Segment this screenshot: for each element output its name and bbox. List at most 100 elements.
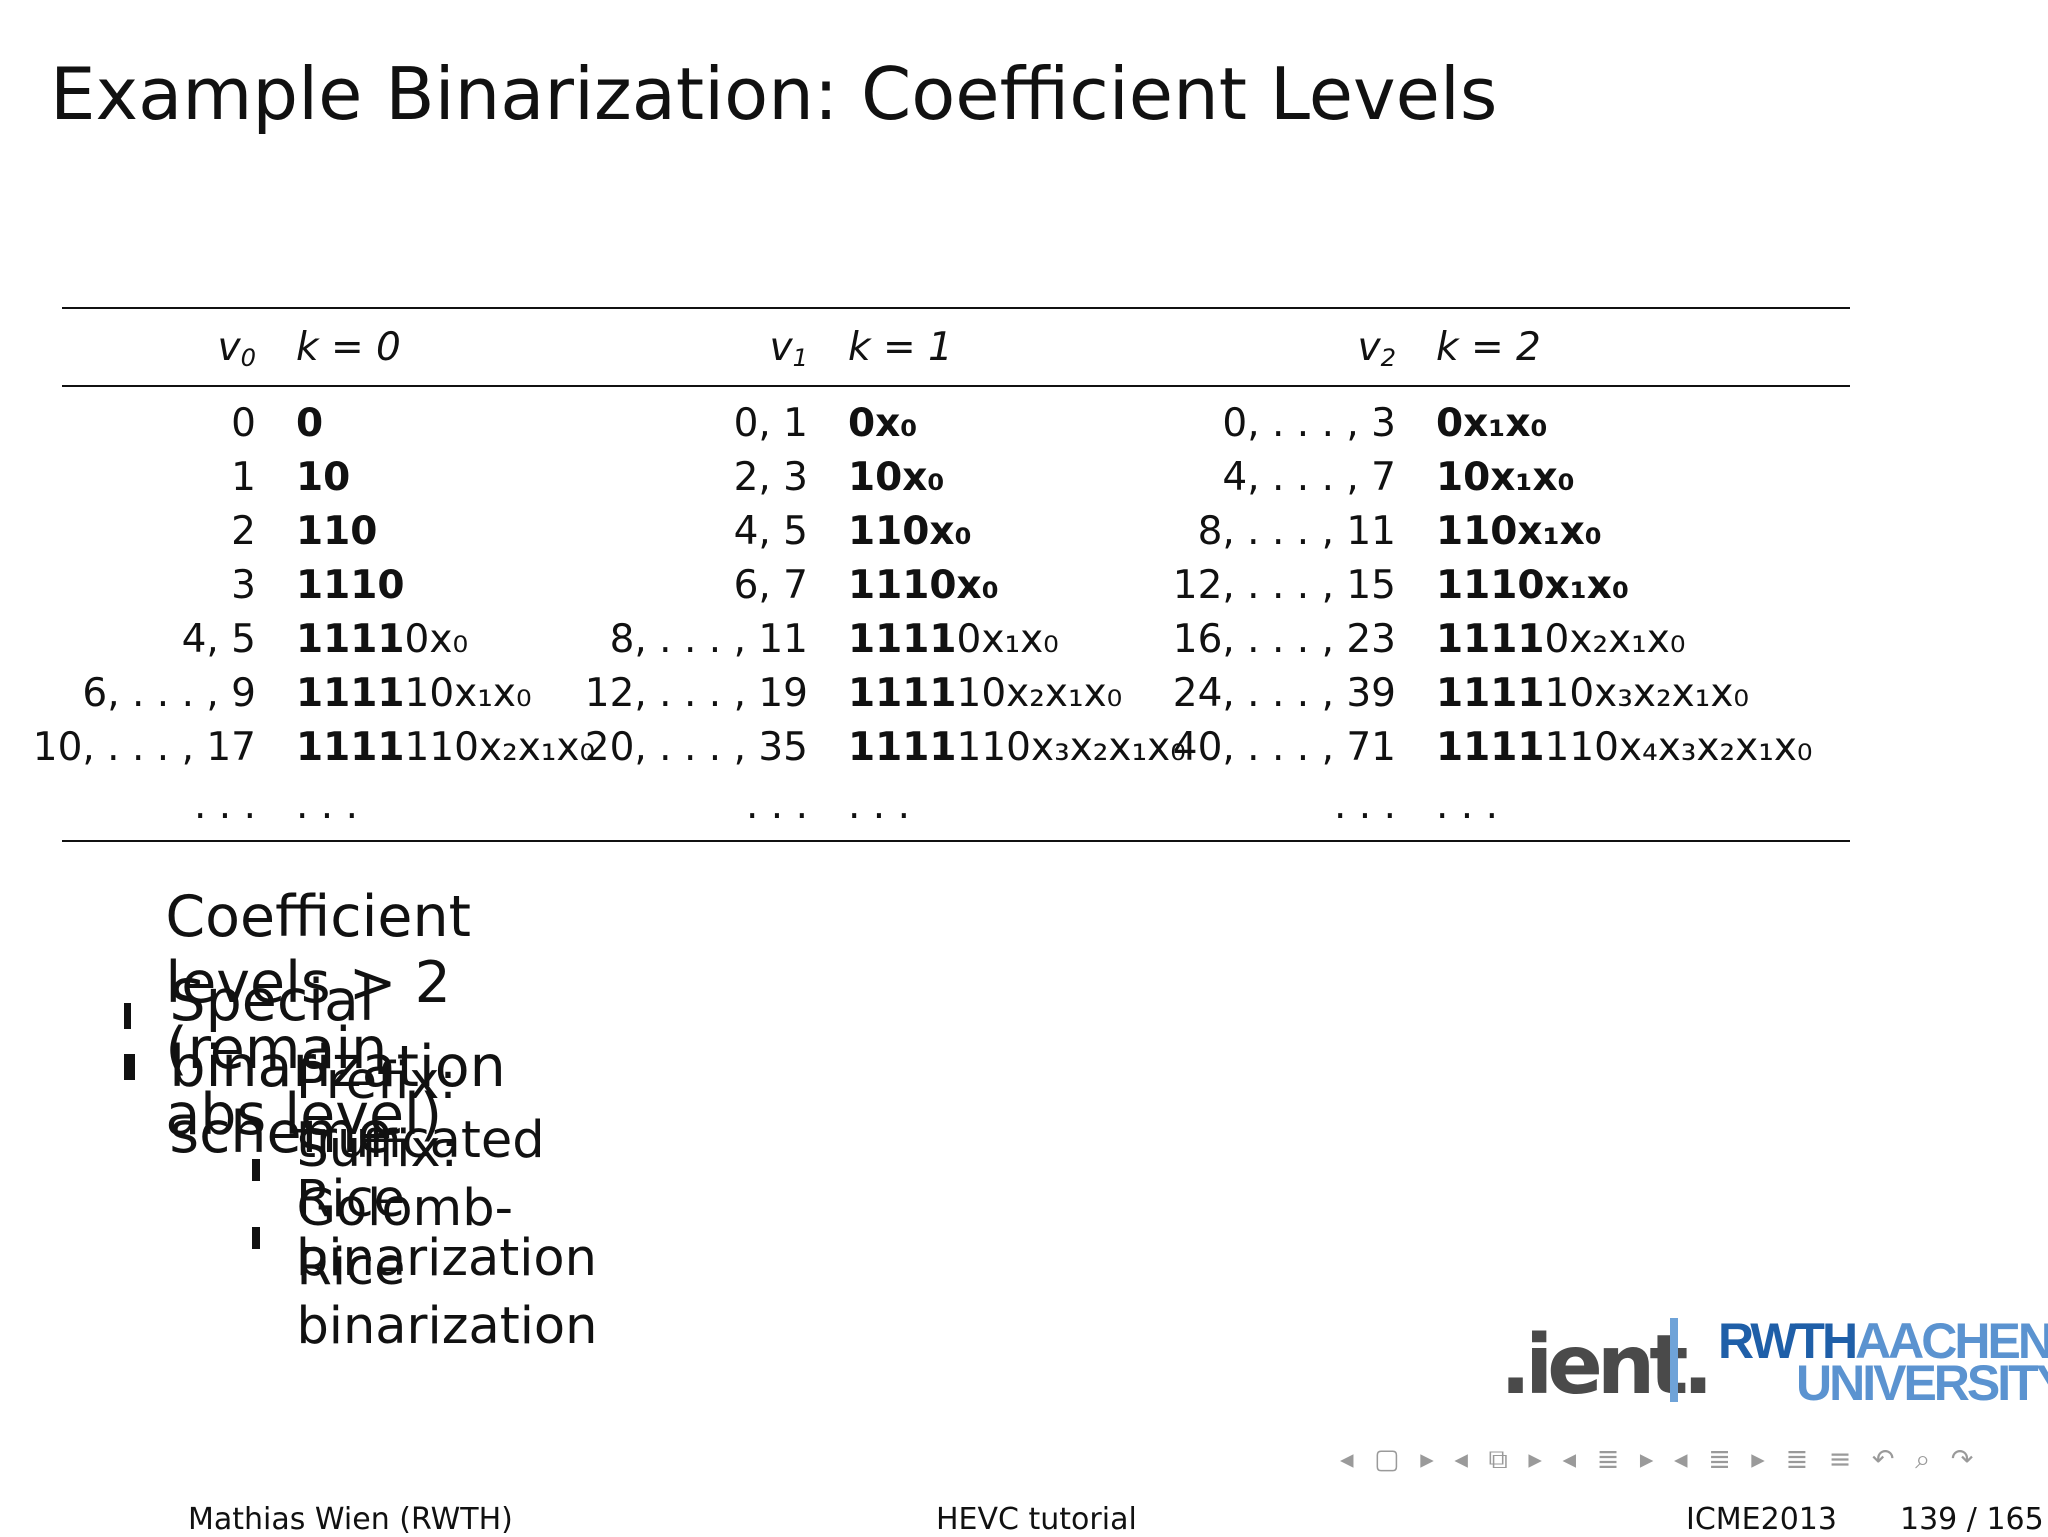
table-cell-code: . . . xyxy=(848,786,910,825)
bullet-text: Special binarization scheme xyxy=(169,968,506,1166)
rwth-logo-bold: RWTH xyxy=(1718,1313,1858,1369)
table-cell-value: . . . xyxy=(194,783,256,828)
code-suffix: 110x₂x₁x₀ xyxy=(404,725,596,770)
code-suffix: 10x₂x₁x₀ xyxy=(956,671,1123,716)
code-suffix: . . . xyxy=(848,783,910,828)
table-cell-code: 111110x₂x₁x₀ xyxy=(848,674,1122,713)
table-cell-value: 4, 5 xyxy=(181,617,256,662)
code-prefix-bold: 1111 xyxy=(848,617,957,662)
header-v-label: v2 xyxy=(1357,325,1396,373)
code-prefix-bold: 1111 xyxy=(296,725,405,770)
code-prefix-bold: 1110x₀ xyxy=(848,563,999,608)
bullet-item: Special binarization scheme xyxy=(124,968,520,1166)
table-cell-code: . . . xyxy=(296,786,358,825)
table-header-rule xyxy=(62,385,1850,387)
table-cell-value: 2 xyxy=(231,509,256,554)
rwth-logo-line1: RWTHAACHEN xyxy=(1718,1316,2048,1366)
sub-bullet-text: Prefix: truncated Rice binarization xyxy=(295,1052,597,1288)
code-prefix-bold: 1111 xyxy=(1436,725,1545,770)
header-v-label: v0 xyxy=(217,325,256,373)
bullet-square-icon xyxy=(252,1227,261,1249)
table-cell-value: 8, . . . , 11 xyxy=(609,617,808,662)
table-cell-code: 111110x₃x₂x₁x₀ xyxy=(1436,674,1749,713)
slide-title: Example Binarization: Coefficient Levels xyxy=(50,52,1498,136)
code-prefix-bold: 110 xyxy=(296,509,378,554)
code-prefix-bold: 10x₀ xyxy=(848,455,945,500)
code-prefix-bold: 1111 xyxy=(296,617,405,662)
table-cell-code: 11110x₂x₁x₀ xyxy=(1436,620,1686,659)
beamer-navigation-icons[interactable]: ◂ ▢ ▸ ◂ ⧉ ▸ ◂ ≣ ▸ ◂ ≣ ▸ ≣ ≡ ↶ ⌕ ↷ xyxy=(1340,1444,1980,1475)
header-v-label: v1 xyxy=(769,325,808,373)
code-prefix-bold: 10 xyxy=(296,455,351,500)
bullet-square-icon xyxy=(124,1054,136,1080)
header-v-symbol: v1 xyxy=(769,325,808,373)
code-prefix-bold: 1111 xyxy=(296,671,405,716)
table-cell-code: 110x₁x₀ xyxy=(1436,512,1602,551)
table-cell-value: 16, . . . , 23 xyxy=(1172,617,1396,662)
table-cell-code: . . . xyxy=(1436,786,1498,825)
table-cell-value: 1 xyxy=(231,455,256,500)
table-cell-code: 1110 xyxy=(296,566,405,605)
table-cell-code: 10x₀ xyxy=(848,458,945,497)
header-k-label: k = 1 xyxy=(848,325,953,370)
table-cell-code: 11110x₁x₀ xyxy=(848,620,1059,659)
table-cell-value: 4, . . . , 7 xyxy=(1222,455,1396,500)
footer-author: Mathias Wien (RWTH) xyxy=(188,1502,513,1537)
code-suffix: . . . xyxy=(296,783,358,828)
table-cell-code: 0x₀ xyxy=(848,404,917,443)
table-cell-code: 10x₁x₀ xyxy=(1436,458,1575,497)
code-suffix: 0x₁x₀ xyxy=(956,617,1059,662)
header-v-subscript: 1 xyxy=(792,344,808,373)
code-prefix-bold: 1111 xyxy=(848,725,957,770)
table-cell-code: 1111110x₄x₃x₂x₁x₀ xyxy=(1436,728,1813,767)
table-cell-code: 10 xyxy=(296,458,350,497)
header-v-symbol: v0 xyxy=(217,325,256,373)
code-suffix: 0x₀ xyxy=(404,617,469,662)
logo-divider xyxy=(1670,1318,1678,1402)
code-suffix: 0x₂x₁x₀ xyxy=(1544,617,1686,662)
table-cell-code: 1110x₁x₀ xyxy=(1436,566,1629,605)
table-cell-code: 110x₀ xyxy=(848,512,972,551)
sub-bullet-item: Suffix: Golomb-Rice binarization xyxy=(252,1120,611,1356)
table-cell-value: 20, . . . , 35 xyxy=(584,725,808,770)
rwth-logo-light: AACHEN xyxy=(1855,1313,2048,1369)
table-cell-code: 1110x₀ xyxy=(848,566,999,605)
table-cell-code: 0x₁x₀ xyxy=(1436,404,1548,443)
bullet-text: Coefficient levels > 2 (remain abs level… xyxy=(165,884,471,1148)
code-prefix-bold: 10x₁x₀ xyxy=(1436,455,1575,500)
header-v-subscript: 0 xyxy=(240,344,256,373)
table-cell-value: 0 xyxy=(231,401,256,446)
table-cell-value: 0, . . . , 3 xyxy=(1222,401,1396,446)
code-prefix-bold: 1111 xyxy=(1436,617,1545,662)
code-suffix: 10x₁x₀ xyxy=(404,671,532,716)
table-cell-value: 10, . . . , 17 xyxy=(32,725,256,770)
table-cell-code: 11110x₀ xyxy=(296,620,468,659)
table-cell-code: 110 xyxy=(296,512,377,551)
table-cell-value: 3 xyxy=(231,563,256,608)
code-suffix: 10x₃x₂x₁x₀ xyxy=(1544,671,1750,716)
table-cell-value: 24, . . . , 39 xyxy=(1172,671,1396,716)
header-v-subscript: 2 xyxy=(1380,344,1396,373)
code-prefix-bold: 110x₁x₀ xyxy=(1436,509,1602,554)
bullet-square-icon xyxy=(252,1159,260,1181)
bullet-item: Coefficient levels > 2 (remain abs level… xyxy=(124,884,490,1148)
code-prefix-bold: 1110x₁x₀ xyxy=(1436,563,1630,608)
code-prefix-bold: 110x₀ xyxy=(848,509,972,554)
footer-page-number: 139 / 165 xyxy=(1900,1502,2044,1537)
footer-center: HEVC tutorial xyxy=(936,1502,1137,1537)
code-prefix-bold: 0 xyxy=(296,401,324,446)
table-cell-value: 40, . . . , 71 xyxy=(1172,725,1396,770)
table-top-rule xyxy=(62,307,1850,309)
header-v-symbol: v2 xyxy=(1357,325,1396,373)
table-cell-value: 4, 5 xyxy=(733,509,808,554)
footer-event: ICME2013 xyxy=(1686,1502,1837,1537)
code-prefix-bold: 1111 xyxy=(1436,671,1545,716)
code-suffix: 110x₄x₃x₂x₁x₀ xyxy=(1544,725,1813,770)
table-cell-value: 2, 3 xyxy=(733,455,808,500)
table-cell-code: 0 xyxy=(296,404,323,443)
table-cell-value: 12, . . . , 19 xyxy=(584,671,808,716)
code-prefix-bold: 0x₁x₀ xyxy=(1436,401,1548,446)
table-cell-value: 12, . . . , 15 xyxy=(1172,563,1396,608)
table-cell-value: 6, . . . , 9 xyxy=(82,671,256,716)
code-prefix-bold: 1110 xyxy=(296,563,405,608)
